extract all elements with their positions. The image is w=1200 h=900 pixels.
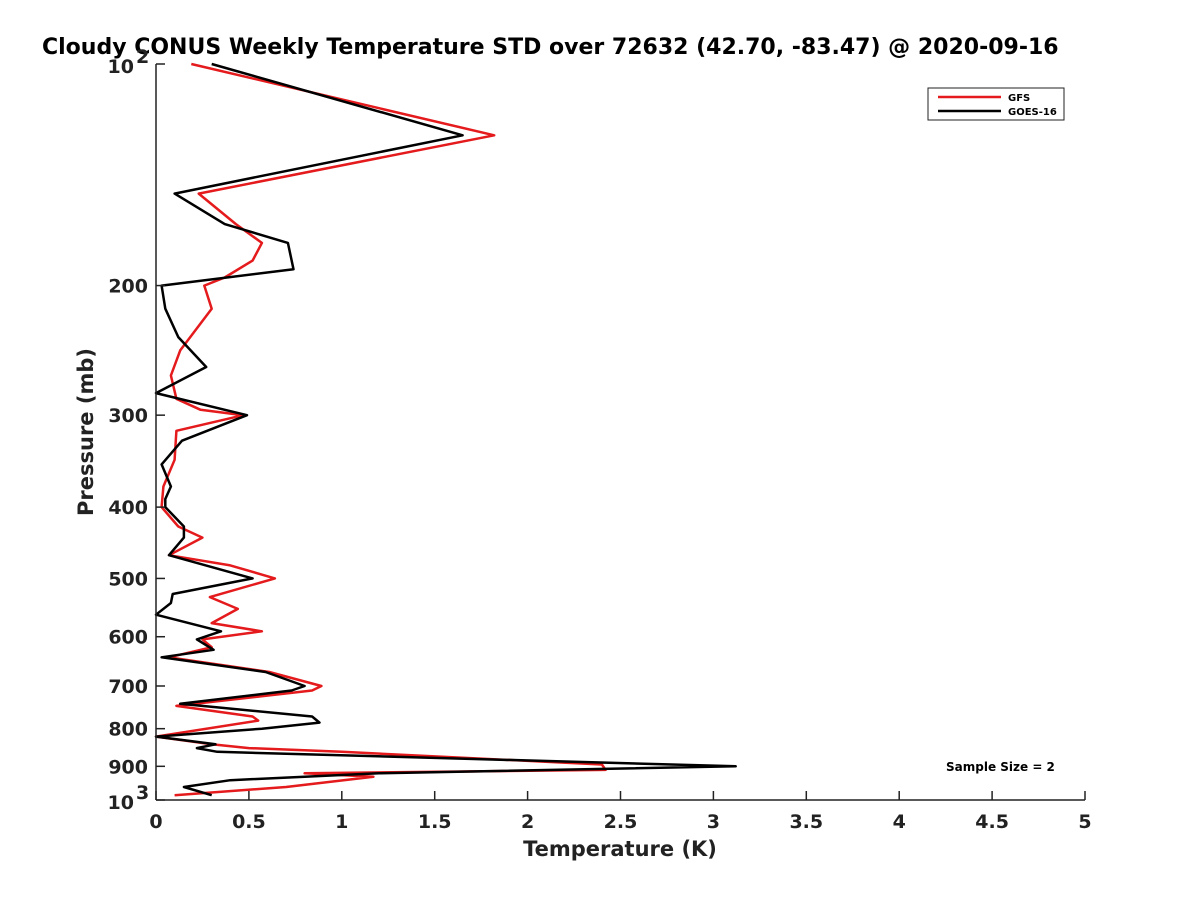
y-tick-label: 10	[108, 56, 134, 78]
y-tick-label: 10	[108, 792, 134, 814]
x-tick-label: 4	[893, 811, 906, 833]
y-tick-exponent: 2	[136, 46, 149, 68]
x-tick-label: 2	[521, 811, 534, 833]
y-tick-label: 400	[108, 497, 148, 519]
x-tick-label: 0	[149, 811, 162, 833]
series-line-goes16	[154, 62, 737, 797]
y-axis-title: Pressure (mb)	[74, 348, 98, 516]
chart-title: Cloudy CONUS Weekly Temperature STD over…	[42, 35, 1059, 60]
legend-box	[927, 87, 1065, 121]
legend-label-goes16: GOES-16	[1008, 107, 1057, 118]
legend: GFS GOES-16	[927, 87, 1065, 121]
y-tick-label: 300	[108, 405, 148, 427]
x-tick-label: 4.5	[975, 811, 1009, 833]
y-tick-label: 500	[108, 568, 148, 590]
x-ticks: 0 0.5 1 1.5 2 2.5 3 3.5 4 4.5 5	[149, 791, 1092, 833]
x-tick-label: 5	[1078, 811, 1091, 833]
x-tick-label: 1	[335, 811, 348, 833]
sample-size-annotation: Sample Size = 2	[946, 760, 1055, 774]
y-tick-label: 800	[108, 719, 148, 741]
x-tick-label: 3	[707, 811, 720, 833]
plot-lines	[154, 62, 737, 797]
x-tick-label: 2.5	[604, 811, 638, 833]
x-tick-label: 1.5	[418, 811, 452, 833]
y-tick-label: 700	[108, 676, 148, 698]
x-tick-label: 3.5	[789, 811, 823, 833]
x-axis-title: Temperature (K)	[523, 837, 717, 861]
y-tick-label: 900	[108, 756, 148, 778]
series-line-gfs	[154, 62, 607, 797]
y-tick-label: 200	[108, 276, 148, 298]
y-tick-label: 600	[108, 627, 148, 649]
legend-label-gfs: GFS	[1008, 93, 1030, 104]
y-tick-exponent: 3	[136, 782, 149, 804]
x-tick-label: 0.5	[232, 811, 266, 833]
